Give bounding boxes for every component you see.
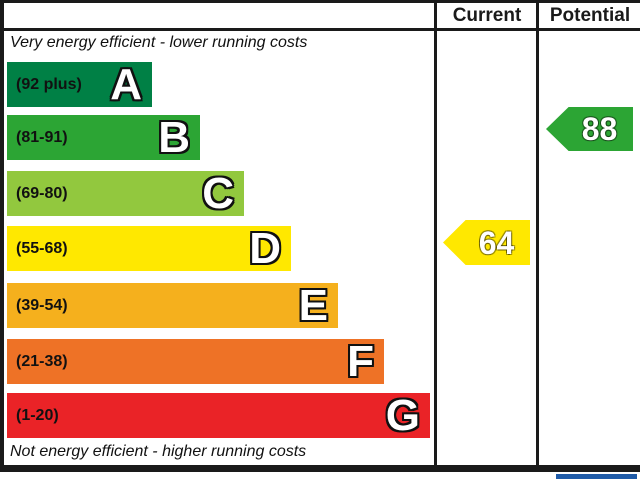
cropped-blue-bar bbox=[556, 474, 637, 479]
chart-top-border bbox=[0, 0, 640, 3]
rating-band-e: (39-54) E bbox=[7, 283, 338, 328]
band-letter: A bbox=[110, 59, 142, 109]
current-column-header: Current bbox=[452, 4, 522, 26]
band-range-label: (21-38) bbox=[16, 352, 68, 370]
band-letter: F bbox=[347, 336, 374, 386]
rating-band-d: (55-68) D bbox=[7, 226, 291, 271]
band-range-label: (39-54) bbox=[16, 296, 68, 314]
rating-band-b: (81-91) B bbox=[7, 115, 200, 160]
current-column-divider bbox=[434, 0, 437, 465]
band-range-label: (1-20) bbox=[16, 406, 59, 424]
potential-rating-value: 88 bbox=[581, 111, 618, 147]
chart-bottom-border bbox=[0, 465, 640, 472]
band-range-label: (92 plus) bbox=[16, 75, 82, 93]
rating-band-f: (21-38) F bbox=[7, 339, 384, 384]
rating-band-g: (1-20) G bbox=[7, 393, 430, 438]
band-range-label: (55-68) bbox=[16, 239, 68, 257]
band-letter: G bbox=[385, 390, 420, 440]
rating-band-a: (92 plus) A bbox=[7, 62, 152, 107]
band-letter: D bbox=[249, 223, 281, 273]
potential-rating-arrow: 88 bbox=[546, 107, 633, 151]
header-separator-line bbox=[0, 28, 640, 31]
potential-column-header: Potential bbox=[549, 4, 631, 26]
current-rating-value: 64 bbox=[478, 224, 515, 261]
band-range-label: (69-80) bbox=[16, 184, 68, 202]
current-rating-arrow: 64 bbox=[443, 220, 530, 265]
band-letter: B bbox=[158, 112, 190, 162]
chart-left-border bbox=[0, 0, 4, 472]
band-range-label: (81-91) bbox=[16, 128, 68, 146]
caption-not-energy-efficient: Not energy efficient - higher running co… bbox=[10, 443, 307, 460]
band-letter: E bbox=[298, 280, 328, 330]
caption-very-energy-efficient: Very energy efficient - lower running co… bbox=[10, 34, 308, 51]
rating-band-c: (69-80) C bbox=[7, 171, 244, 216]
potential-column-divider bbox=[536, 0, 539, 465]
band-letter: C bbox=[202, 168, 234, 218]
